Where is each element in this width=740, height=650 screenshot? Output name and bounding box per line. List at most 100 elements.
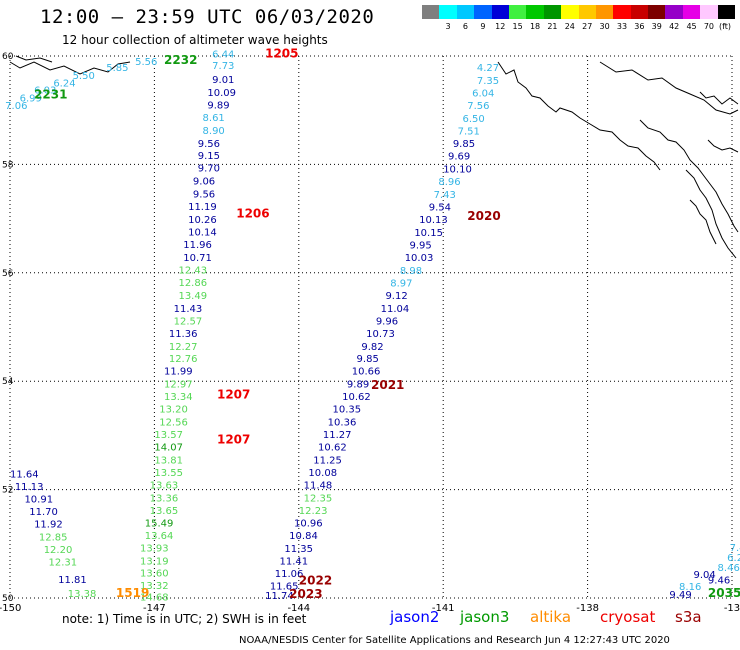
legend-item-s3a: s3a — [675, 608, 702, 626]
color-swatch — [648, 5, 666, 19]
wave-height-value: 9.06 — [193, 176, 215, 187]
wave-height-value: 9.96 — [376, 316, 398, 327]
wave-height-value: 8.96 — [438, 177, 460, 188]
lon-tick-label: -150 — [0, 603, 21, 614]
wave-height-value: 11.13 — [15, 482, 44, 493]
wave-height-value: 7.56 — [467, 101, 489, 112]
wave-height-value: 9.85 — [453, 139, 475, 150]
wave-height-value: 13.34 — [164, 392, 193, 403]
wave-height-value: 12.57 — [174, 316, 203, 327]
wave-height-value: 13.20 — [159, 405, 188, 416]
wave-height-value: 9.70 — [198, 163, 220, 174]
wave-height-value: 6.03 — [34, 85, 56, 96]
wave-height-value: 6.24 — [53, 78, 75, 89]
wave-height-value: 8.90 — [203, 126, 225, 137]
color-swatch — [543, 5, 562, 19]
wave-height-value: 13.64 — [145, 531, 174, 542]
color-swatch — [578, 5, 596, 19]
wave-height-value: 10.26 — [188, 215, 217, 226]
wave-height-value: 12.85 — [39, 533, 68, 544]
wave-height-value: 9.82 — [361, 342, 383, 353]
wave-height-value: 10.91 — [24, 495, 53, 506]
wave-height-value: 7.43 — [434, 190, 456, 201]
wave-height-value: 9.01 — [212, 75, 234, 86]
color-scale-label: 9 — [480, 22, 486, 31]
footnote: note: 1) Time is in UTC; 2) SWH is in fe… — [62, 612, 307, 626]
wave-height-value: 11.27 — [323, 430, 352, 441]
wave-height-value: 9.89 — [347, 380, 369, 391]
pass-time-label: 1206 — [236, 207, 269, 221]
wave-height-value: 11.74 — [265, 591, 294, 602]
wave-height-value: 13.81 — [154, 456, 183, 467]
wave-height-value: 11.99 — [164, 367, 193, 378]
coastline-segment — [685, 169, 737, 259]
wave-height-value: 10.09 — [207, 88, 236, 99]
wave-height-value: 13.60 — [140, 568, 169, 579]
lat-tick-label: 56 — [2, 269, 14, 279]
color-scale-step: 9 — [474, 5, 492, 31]
color-scale-step: 70 — [700, 5, 718, 31]
lon-tick-label: -144 — [287, 603, 310, 614]
color-swatch — [456, 5, 475, 19]
wave-height-value: 10.15 — [414, 228, 443, 239]
color-swatch — [439, 5, 457, 19]
wave-height-value: 13.55 — [154, 468, 183, 479]
color-scale-step: 42 — [665, 5, 683, 31]
color-scale-step: 30 — [595, 5, 614, 31]
coastline-segment — [699, 91, 739, 105]
coastline-segment — [9, 61, 131, 75]
wave-height-value: 11.25 — [313, 456, 342, 467]
wave-height-value: 10.84 — [289, 531, 318, 542]
color-swatch — [526, 5, 544, 19]
wave-height-value: 9.56 — [193, 189, 215, 200]
wave-height-value: 10.13 — [419, 215, 448, 226]
wave-height-value: 9.54 — [429, 202, 451, 213]
wave-height-value: 10.10 — [443, 165, 472, 176]
legend-item-altika: altika — [530, 608, 572, 626]
color-scale-label: 6 — [462, 22, 469, 31]
pass-time-label: 2232 — [164, 53, 197, 67]
color-scale-step: 12 — [491, 5, 509, 31]
wave-height-value: 14.68 — [140, 593, 169, 604]
wave-height-value: 12.56 — [159, 418, 188, 429]
pass-time-label: 1207 — [217, 433, 250, 447]
lon-tick-label: -141 — [432, 603, 455, 614]
color-scale-label: 42 — [669, 22, 680, 31]
color-scale-step: 15 — [508, 5, 527, 31]
color-swatch — [508, 5, 527, 19]
wave-height-value: 11.81 — [58, 575, 87, 586]
color-scale-step: 27 — [578, 5, 596, 31]
wave-height-value: 11.06 — [275, 569, 304, 580]
wave-height-value: 7.51 — [458, 127, 480, 138]
color-scale-label: 39 — [651, 22, 662, 31]
color-scale-unit: (ft) — [719, 22, 732, 31]
wave-height-value: 11.96 — [183, 240, 212, 251]
color-swatch — [613, 5, 631, 19]
wave-height-value: 13.19 — [140, 556, 169, 567]
color-swatch — [561, 5, 579, 19]
wave-height-value: 4.27 — [477, 63, 499, 74]
color-scale-step — [717, 5, 736, 31]
wave-height-value: 13.93 — [140, 543, 169, 554]
pass-time-labels: 2232 2231 1205 1206 1207 1207 2020 2021 20222023… — [34, 47, 740, 601]
lon-tick-label: -138 — [576, 603, 599, 614]
color-scale-label: 12 — [495, 22, 506, 31]
wave-height-value: 11.19 — [188, 202, 217, 213]
coastline-segment — [15, 55, 53, 63]
pass-time-label: 2020 — [467, 209, 500, 223]
wave-height-value: 6.44 — [212, 50, 234, 61]
axis-labels: -150 -147 -144 -141 -138 -13 50 52 54 56 58 60 — [0, 52, 740, 614]
color-swatch — [682, 5, 701, 19]
color-swatch — [491, 5, 509, 19]
wave-height-value: 11.48 — [304, 481, 333, 492]
color-swatch — [665, 5, 683, 19]
wave-height-value: 6.27 — [727, 553, 740, 564]
color-scale-step: 33 — [613, 5, 631, 31]
legend-item-jason3: jason3 — [460, 608, 510, 626]
wave-height-value: 9.56 — [198, 139, 220, 150]
color-scale-label: 15 — [512, 22, 523, 31]
color-scale-label: 3 — [445, 22, 451, 31]
observation-labels: 5.56 5.85 5.506.246.036.997.06 6.447.73 9.01… — [5, 50, 740, 604]
wave-height-value: 13.63 — [150, 481, 179, 492]
